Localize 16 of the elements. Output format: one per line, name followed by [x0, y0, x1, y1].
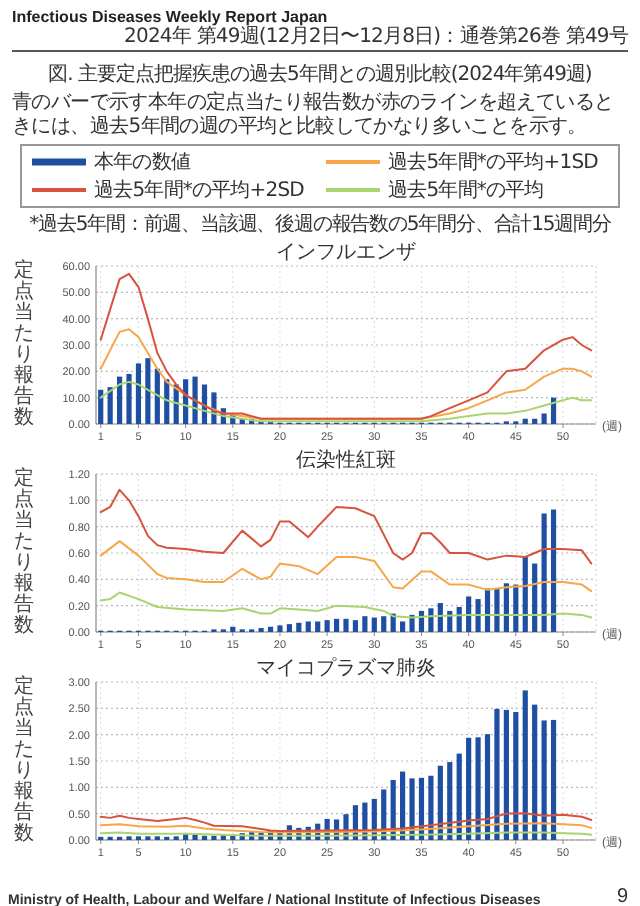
y-axis-title: 定点当たり報告数	[14, 674, 34, 845]
legend-label: 本年の数値	[94, 149, 191, 176]
text: Infectious Diseases Weekly Report Japan	[12, 8, 330, 26]
legend-label: 過去5年間*の平均+2SD	[94, 177, 304, 204]
y-axis-title: 定点当たり報告数	[14, 258, 34, 429]
text: 図. 主要定点把握疾患の過去5年間との週別比較(2024年第49週)	[46, 61, 594, 88]
chart-title: マイコプラズマ肺炎	[256, 656, 436, 680]
text: *過去5年間：前週、当該週、後週の報告数の5年間分、合計15週間分	[27, 211, 613, 238]
text: 9	[616, 886, 628, 906]
chart-title: インフルエンザ	[276, 242, 416, 264]
text: 青のバーで示す本年の定点当たり報告数が赤のラインを超えているときには、過去5年間の週の平均と比較してかなり多いことを示す。	[12, 92, 616, 138]
text: 2024年 第49週(12月2日〜12月8日)：通巻第26巻 第49号	[122, 26, 628, 50]
chart-title: 伝染性紅斑	[296, 448, 396, 472]
legend-label: 過去5年間*の平均+1SD	[388, 149, 598, 176]
legend-label: 過去5年間*の平均	[388, 177, 544, 204]
y-axis-title: 定点当たり報告数	[14, 466, 34, 637]
